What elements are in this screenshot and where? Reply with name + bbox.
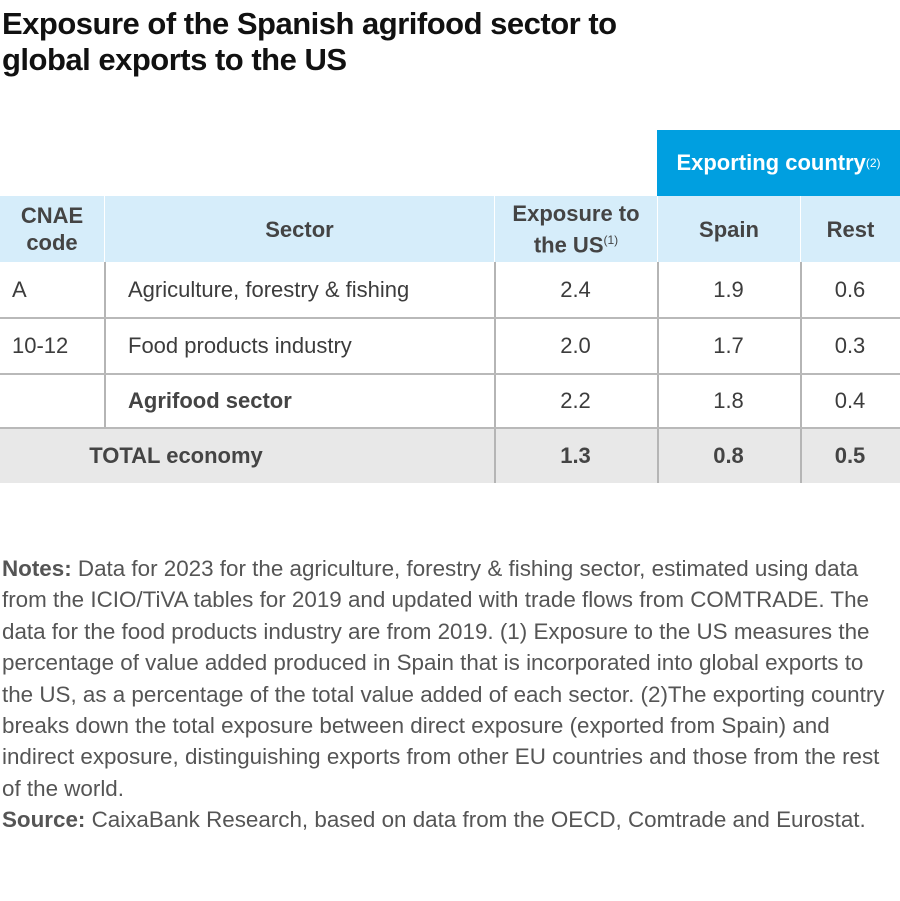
total-rest: 0.5 (834, 442, 866, 468)
row-sector: Agrifood sector (128, 388, 292, 413)
total-spain: 0.8 (713, 442, 744, 468)
source-text: CaixaBank Research, based on data from t… (85, 807, 866, 833)
header-exposure-label: Exposure to the US (512, 200, 640, 258)
source-label: Source: (2, 807, 86, 833)
exporting-country-header: Exporting country (2) (657, 130, 900, 196)
divider (0, 317, 900, 319)
header-exposure: Exposure to the US(1) (495, 196, 657, 262)
notes-label: Notes: (2, 556, 72, 581)
row-code: 10-12 (12, 333, 69, 358)
row-sector: Agriculture, forestry & fishing (128, 277, 410, 302)
header-rest: Rest (801, 196, 900, 262)
row-spain: 1.8 (713, 388, 744, 413)
row-rest: 0.6 (834, 277, 866, 302)
header-cnae-code: CNAE code (0, 196, 104, 262)
divider (0, 373, 900, 375)
row-rest: 0.3 (834, 333, 866, 358)
row-rest: 0.4 (834, 388, 866, 413)
divider (800, 262, 802, 483)
header-exposure-text: Exposure to the US(1) (506, 200, 646, 258)
row-code (0, 374, 104, 428)
footnote-ref: (1) (603, 232, 619, 247)
row-exposure: 2.0 (560, 333, 591, 358)
row-spain: 1.7 (713, 333, 744, 358)
row-code: A (12, 277, 27, 302)
divider (657, 262, 659, 483)
header-cnae-label: CNAE code (20, 203, 84, 255)
divider (104, 262, 106, 428)
footnote-ref: (2) (865, 156, 881, 170)
total-exposure: 1.3 (560, 442, 591, 468)
divider (494, 262, 496, 483)
row-sector: Food products industry (128, 333, 352, 358)
header-sector: Sector (105, 196, 494, 262)
row-exposure: 2.2 (560, 388, 591, 413)
header-spain: Spain (658, 196, 800, 262)
page-title: Exposure of the Spanish agrifood sector … (2, 6, 617, 77)
row-exposure: 2.4 (560, 277, 591, 302)
total-label: TOTAL economy (89, 442, 263, 468)
exporting-country-label: Exporting country (676, 150, 866, 175)
row-spain: 1.9 (713, 277, 744, 302)
notes-text: Data for 2023 for the agriculture, fores… (2, 556, 885, 801)
total-row-bg (0, 428, 900, 483)
notes: Notes: Data for 2023 for the agriculture… (2, 553, 897, 836)
divider (0, 427, 900, 429)
